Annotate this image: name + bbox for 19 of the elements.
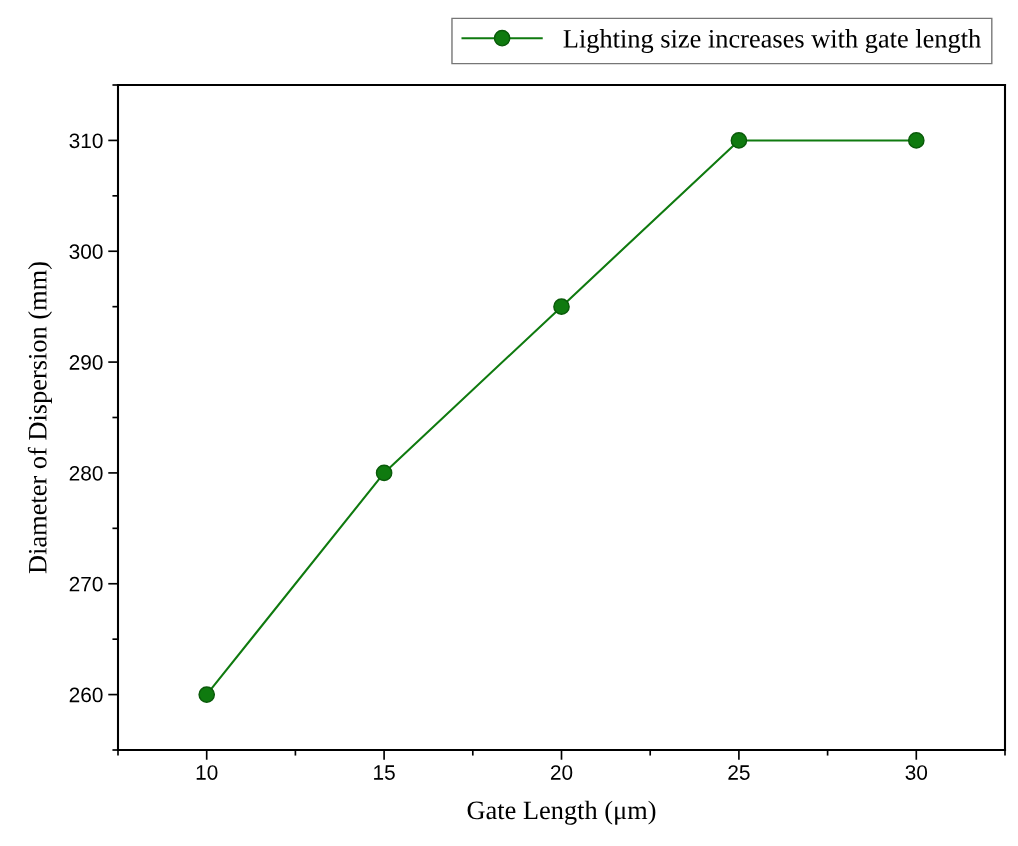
x-tick-label: 15 xyxy=(374,765,395,780)
legend-label: Lighting size increases with gate length xyxy=(563,29,981,54)
y-axis-title: Diameter of Dispersion (mm) xyxy=(27,262,52,574)
point xyxy=(730,132,748,149)
x-tick-label: 20 xyxy=(550,765,573,780)
y-tick-label: 290 xyxy=(69,355,103,370)
point xyxy=(198,686,216,703)
y-tick-label: 260 xyxy=(69,687,103,703)
point xyxy=(375,464,393,482)
y-tick-label: 300 xyxy=(69,244,103,259)
x-tick-label: 10 xyxy=(196,765,218,780)
point xyxy=(907,132,925,149)
x-tick-label: 25 xyxy=(728,765,750,780)
x-axis-title: Gate Length (μm) xyxy=(467,800,656,825)
x-tick-label: 30 xyxy=(905,765,928,780)
y-tick-label: 270 xyxy=(69,576,103,592)
point xyxy=(553,298,570,316)
y-tick-label: 310 xyxy=(69,133,103,149)
y-tick-label: 280 xyxy=(69,465,103,481)
